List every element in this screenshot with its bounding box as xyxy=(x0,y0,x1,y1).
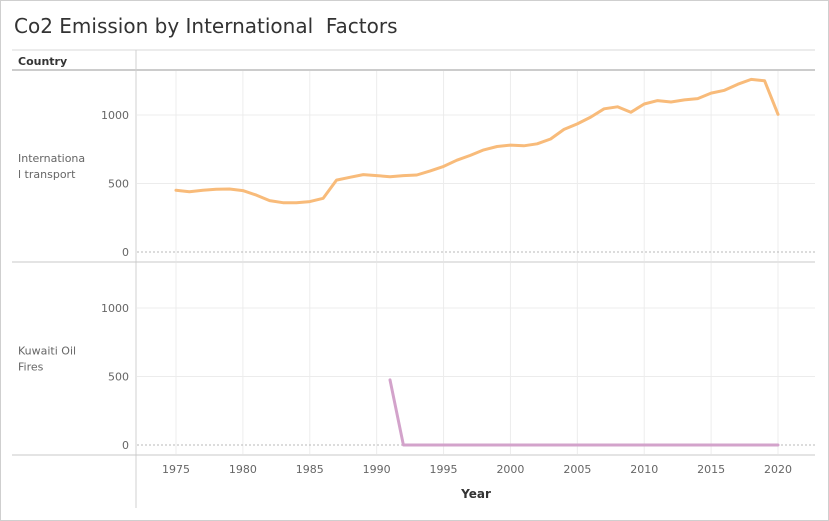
panel-label-line1-1: Internationa xyxy=(18,152,85,165)
chart-title: Co2 Emission by International Factors xyxy=(14,14,398,38)
y-tick-layer: 0 500 1000 0 500 1000 xyxy=(101,109,129,452)
series-line-panel-1 xyxy=(174,77,780,205)
x-tick-layer: 1975 1980 1985 1990 1995 2000 2005 2010 2015 2020 xyxy=(162,463,792,476)
y-tick-label-1000-panel-1: 1000 xyxy=(101,109,129,122)
x-tick-label-1975: 1975 xyxy=(162,463,190,476)
x-tick-label-1985: 1985 xyxy=(296,463,324,476)
x-tick-label-2015: 2015 xyxy=(697,463,725,476)
x-tick-label-1995: 1995 xyxy=(430,463,458,476)
y-tick-label-0-panel-1: 0 xyxy=(122,246,129,259)
x-tick-label-1980: 1980 xyxy=(229,463,257,476)
x-tick-label-2020: 2020 xyxy=(764,463,792,476)
panel-labels: Internationa l transport Kuwaiti Oil Fires xyxy=(18,152,85,374)
series-line-panel-2 xyxy=(388,378,780,447)
x-tick-label-2005: 2005 xyxy=(563,463,591,476)
panel-label-line1-2: Kuwaiti Oil xyxy=(18,345,76,358)
y-tick-label-500-panel-2: 500 xyxy=(108,371,129,384)
x-tick-label-2000: 2000 xyxy=(496,463,524,476)
y-tick-label-1000-panel-2: 1000 xyxy=(101,302,129,315)
x-axis-label: Year xyxy=(460,487,491,501)
panel-label-line2-1: l transport xyxy=(18,168,76,181)
row-header-label: Country xyxy=(18,55,67,68)
series-layer xyxy=(174,77,780,447)
y-tick-label-500-panel-1: 500 xyxy=(108,178,129,191)
y-tick-label-0-panel-2: 0 xyxy=(122,439,129,452)
panel-label-line2-2: Fires xyxy=(18,361,44,374)
x-tick-label-1990: 1990 xyxy=(363,463,391,476)
x-tick-label-2010: 2010 xyxy=(630,463,658,476)
